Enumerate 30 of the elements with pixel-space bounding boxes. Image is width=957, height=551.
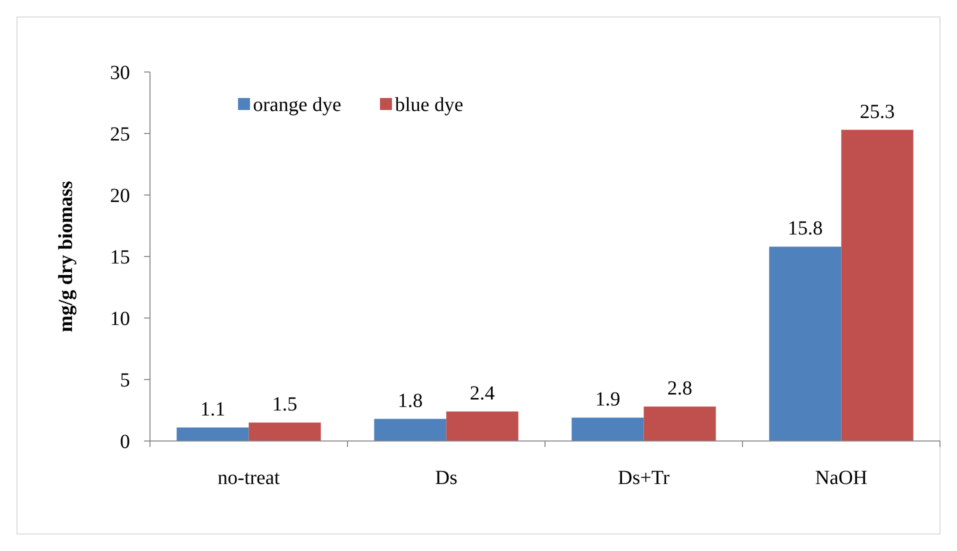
bar [841,130,914,441]
bar [374,418,446,441]
data-label: 1.5 [272,394,298,416]
data-label: 2.4 [470,382,495,404]
bar [446,411,518,441]
bar [769,246,842,441]
y-tick-label: 20 [110,185,130,207]
x-tick-label: Ds+Tr [618,467,670,489]
y-tick-label: 0 [120,431,130,453]
data-label: 15.8 [788,218,823,240]
x-tick-label: Ds [435,467,458,489]
y-tick-label: 30 [110,62,130,84]
y-tick-label: 5 [120,370,130,392]
data-label: 2.8 [667,378,692,400]
legend-label: blue dye [395,94,464,116]
bar [176,427,249,441]
data-label: 1.9 [595,388,620,411]
bar [572,418,644,441]
y-tick-label: 25 [110,124,130,146]
data-label: 1.8 [398,390,423,412]
y-axis-title: mg/g dry biomass [55,180,77,332]
y-tick-label: 15 [110,246,130,268]
data-label: 25.3 [860,100,895,123]
x-tick-label: no-treat [218,467,280,489]
data-label: 1.1 [200,398,226,420]
x-tick-label: NaOH [815,467,868,489]
bar [644,406,716,441]
bar [248,422,321,441]
legend-label: orange dye [253,94,342,116]
y-tick-label: 10 [110,308,130,330]
